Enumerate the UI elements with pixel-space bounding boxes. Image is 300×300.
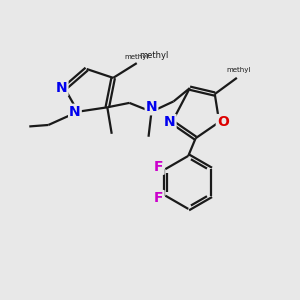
Text: N: N bbox=[69, 105, 81, 119]
Text: O: O bbox=[217, 115, 229, 129]
Text: methyl: methyl bbox=[226, 68, 250, 74]
Text: N: N bbox=[56, 81, 68, 95]
Text: F: F bbox=[154, 160, 164, 174]
Text: methyl: methyl bbox=[139, 51, 169, 60]
Text: N: N bbox=[146, 100, 157, 114]
Text: F: F bbox=[154, 191, 164, 205]
Text: methyl: methyl bbox=[124, 54, 149, 60]
Text: N: N bbox=[164, 115, 176, 129]
